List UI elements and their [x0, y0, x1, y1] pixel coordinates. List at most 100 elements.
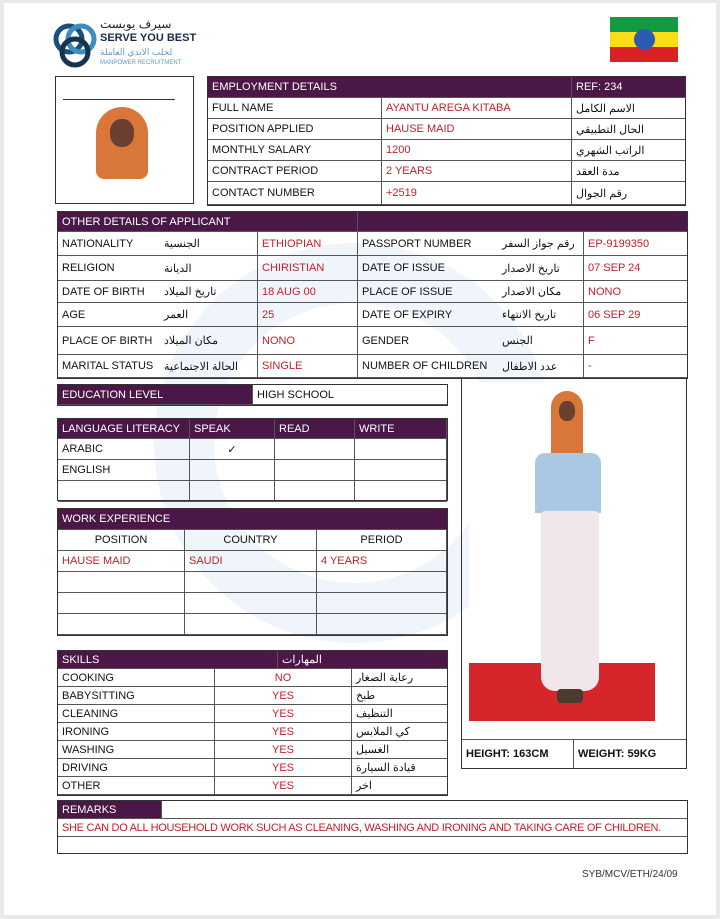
other-label: DATE OF BIRTH — [58, 281, 160, 303]
work-experience-table: WORK EXPERIENCE POSITION COUNTRY PERIOD HAUS… — [57, 508, 448, 636]
skill-name-arabic: كي الملابس — [352, 723, 447, 741]
work-cell — [317, 593, 447, 614]
work-cell: SAUDI — [185, 551, 317, 572]
logo-name: SERVE YOU BEST — [100, 32, 197, 44]
other-label: PLACE OF ISSUE — [358, 281, 498, 303]
employment-label: POSITION APPLIED — [208, 119, 382, 140]
logo-arabic-sub: لجلب الايدي العاملة — [100, 47, 173, 57]
skill-name-arabic: طبخ — [352, 687, 447, 705]
applicant-portrait — [76, 107, 171, 179]
remarks-table: REMARKS SHE CAN DO ALL HOUSEHOLD WORK SUC… — [57, 800, 688, 854]
employment-label: CONTRACT PERIOD — [208, 161, 382, 182]
skills-title: SKILLS — [58, 651, 278, 669]
other-details-table: OTHER DETAILS OF APPLICANT NATIONALITY الج… — [57, 211, 688, 379]
cv-page: سيرف يوبست SERVE YOU BEST لجلب الايدي ال… — [4, 3, 716, 915]
work-header: POSITION — [58, 530, 185, 551]
work-cell — [185, 593, 317, 614]
other-value: NONO — [258, 327, 358, 355]
skill-name: DRIVING — [58, 759, 215, 777]
other-value: SINGLE — [258, 355, 358, 378]
language-cell: ARABIC — [58, 439, 190, 460]
work-header: COUNTRY — [185, 530, 317, 551]
document-code: SYB/MCV/ETH/24/09 — [582, 869, 678, 880]
full-body-photo-box: HEIGHT: 163CM WEIGHT: 59KG — [461, 378, 687, 769]
language-cell — [355, 460, 447, 481]
employment-label: MONTHLY SALARY — [208, 140, 382, 161]
employment-value: 2 YEARS — [382, 161, 572, 182]
height-value: HEIGHT: 163CM — [462, 739, 574, 768]
other-label-arabic: الجنس — [498, 327, 584, 355]
logo-sub: MANPOWER RECRUITMENT — [100, 60, 182, 66]
remarks-title: REMARKS — [58, 801, 162, 819]
skill-name: CLEANING — [58, 705, 215, 723]
language-cell — [275, 439, 355, 460]
other-details-title-right — [358, 212, 687, 232]
employment-label-arabic: الاسم الكامل — [572, 98, 685, 119]
applicant-photo-box — [55, 76, 194, 204]
other-label: PLACE OF BIRTH — [58, 327, 160, 355]
employment-value: HAUSE MAID — [382, 119, 572, 140]
education-table: EDUCATION LEVEL HIGH SCHOOL — [57, 384, 448, 406]
work-cell — [185, 572, 317, 593]
skill-name-arabic: رعاية الصغار — [352, 669, 447, 687]
full-body-photo — [469, 383, 655, 721]
employment-label-arabic: الراتب الشهري — [572, 140, 685, 161]
skill-value: YES — [215, 705, 352, 723]
remarks-empty-line — [58, 837, 687, 853]
work-cell — [58, 593, 185, 614]
logo-knot-icon — [53, 23, 97, 68]
employment-ref: REF: 234 — [572, 77, 685, 98]
employment-label-arabic: رقم الجوال — [572, 182, 685, 205]
skill-name: IRONING — [58, 723, 215, 741]
language-cell: ENGLISH — [58, 460, 190, 481]
language-header: READ — [275, 419, 355, 439]
language-cell — [275, 460, 355, 481]
other-label: MARITAL STATUS — [58, 355, 160, 378]
education-value: HIGH SCHOOL — [253, 385, 447, 405]
other-value: 25 — [258, 303, 358, 327]
other-value: 18 AUG 00 — [258, 281, 358, 303]
work-experience-title: WORK EXPERIENCE — [58, 509, 447, 530]
work-header: PERIOD — [317, 530, 447, 551]
other-label: GENDER — [358, 327, 498, 355]
skill-name-arabic: التنظيف — [352, 705, 447, 723]
language-cell — [355, 439, 447, 460]
logo-arabic: سيرف يوبست — [100, 17, 172, 31]
other-value: EP-9199350 — [584, 232, 687, 256]
other-value: 07 SEP 24 — [584, 256, 687, 281]
other-label-arabic: تاريخ الميلاد — [160, 281, 258, 303]
other-label: NUMBER OF CHILDREN — [358, 355, 498, 378]
work-cell — [317, 614, 447, 635]
language-table: LANGUAGE LITERACY SPEAK READ WRITE ARABIC ✓ EN… — [57, 418, 448, 502]
ethiopia-flag-icon — [610, 17, 678, 62]
other-label: DATE OF EXPIRY — [358, 303, 498, 327]
weight-value: WEIGHT: 59KG — [574, 739, 686, 768]
skill-value: NO — [215, 669, 352, 687]
skill-value: YES — [215, 759, 352, 777]
skill-value: YES — [215, 687, 352, 705]
language-cell — [275, 481, 355, 502]
remarks-title-spacer — [162, 801, 687, 819]
skill-name: OTHER — [58, 777, 215, 795]
language-cell — [58, 481, 190, 502]
other-label-arabic: العمر — [160, 303, 258, 327]
employment-label: CONTACT NUMBER — [208, 182, 382, 205]
remarks-text: SHE CAN DO ALL HOUSEHOLD WORK SUCH AS CL… — [58, 819, 687, 837]
other-value: ETHIOPIAN — [258, 232, 358, 256]
other-label-arabic: مكان الاصدار — [498, 281, 584, 303]
language-cell — [355, 481, 447, 502]
employment-value: 1200 — [382, 140, 572, 161]
work-cell — [185, 614, 317, 635]
work-cell: 4 YEARS — [317, 551, 447, 572]
language-header: LANGUAGE LITERACY — [58, 419, 190, 439]
other-value: CHIRISTIAN — [258, 256, 358, 281]
language-cell: ✓ — [190, 439, 275, 460]
language-cell — [190, 481, 275, 502]
other-label-arabic: عدد الاطفال — [498, 355, 584, 378]
work-cell: HAUSE MAID — [58, 551, 185, 572]
other-label-arabic: تاريخ الاصدار — [498, 256, 584, 281]
skill-value: YES — [215, 723, 352, 741]
employment-label: FULL NAME — [208, 98, 382, 119]
other-details-title: OTHER DETAILS OF APPLICANT — [58, 212, 358, 232]
other-label-arabic: مكان الميلاد — [160, 327, 258, 355]
